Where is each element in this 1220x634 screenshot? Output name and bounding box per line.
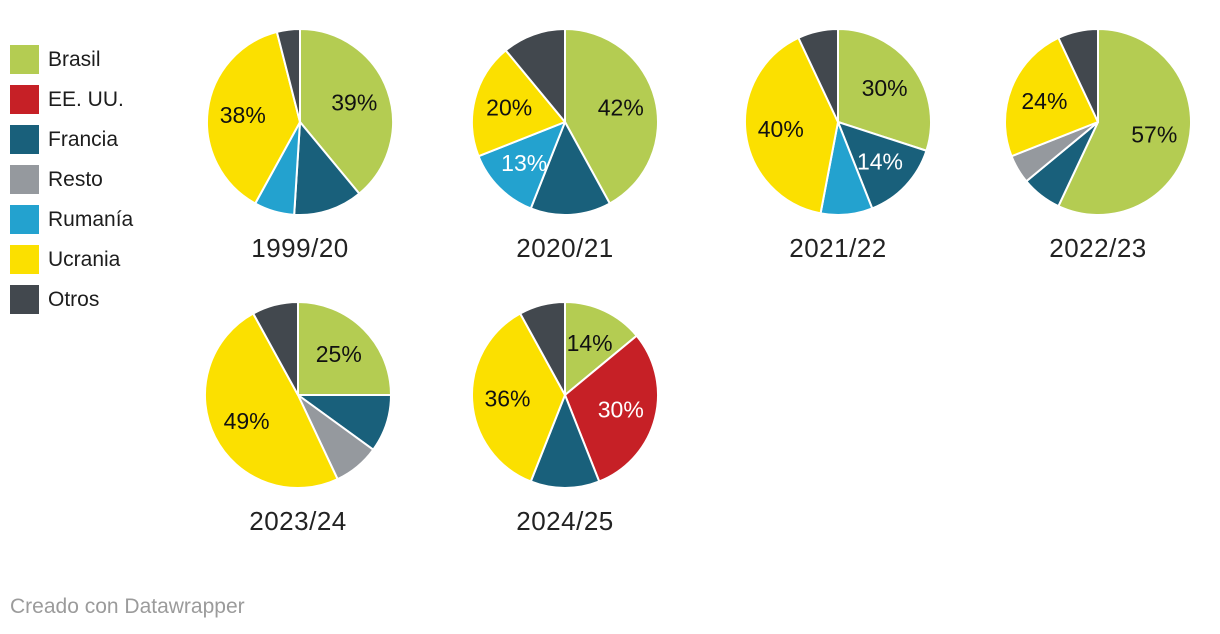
pie-title: 2020/21 bbox=[516, 233, 614, 263]
legend-item-eeuu: EE. UU. bbox=[10, 85, 133, 114]
legend-item-otros: Otros bbox=[10, 285, 133, 314]
pie-slice-ucrania bbox=[206, 30, 301, 205]
slice-value-label: 40% bbox=[758, 116, 804, 142]
pie-slice-francia bbox=[293, 121, 361, 216]
pie-slice-francia bbox=[529, 394, 601, 489]
pie-svg: 30% 14% 40% bbox=[744, 28, 932, 216]
slice-value-label: 42% bbox=[598, 95, 644, 121]
slice-value-label: 36% bbox=[484, 386, 530, 412]
legend-swatch-icon bbox=[10, 245, 39, 274]
legend-item-rumania: Rumanía bbox=[10, 205, 133, 234]
slice-value-label: 49% bbox=[224, 408, 270, 434]
pie-slice-brasil bbox=[299, 28, 394, 195]
slice-value-label: 30% bbox=[862, 75, 908, 101]
pie-slice-otros bbox=[797, 28, 839, 123]
pie-slice-otros bbox=[252, 301, 299, 396]
pie-title: 2023/24 bbox=[249, 506, 347, 536]
slice-value-label: 57% bbox=[1131, 122, 1177, 148]
pie-slice-otros bbox=[519, 301, 566, 396]
pie-chart-2021-22: 30% 14% 40% 2021/22 bbox=[738, 22, 938, 284]
pie-slice-francia bbox=[837, 121, 928, 210]
chart-legend: Brasil EE. UU. Francia Resto Rumanía Ucr… bbox=[10, 45, 133, 325]
pie-slice-ucrania bbox=[204, 312, 339, 490]
slice-value-label: 14% bbox=[567, 330, 613, 356]
slice-value-label: 24% bbox=[1021, 88, 1067, 114]
slice-value-label: 30% bbox=[598, 396, 644, 422]
slice-value-label: 14% bbox=[857, 149, 903, 175]
legend-label: Resto bbox=[48, 168, 103, 191]
pie-chart-2024-25: 14% 30% 36% 2024/25 bbox=[465, 295, 665, 557]
slice-value-label: 38% bbox=[220, 102, 266, 128]
pie-slice-ucrania bbox=[1004, 36, 1099, 158]
slice-value-label: 13% bbox=[501, 150, 547, 176]
pie-title: 2024/25 bbox=[516, 506, 614, 536]
pie-slice-ucrania bbox=[471, 312, 566, 483]
legend-item-francia: Francia bbox=[10, 125, 133, 154]
legend-item-ucrania: Ucrania bbox=[10, 245, 133, 274]
pie-slice-francia bbox=[529, 121, 611, 216]
legend-label: Rumanía bbox=[48, 208, 134, 231]
legend-swatch-icon bbox=[10, 205, 39, 234]
pie-slice-otros bbox=[504, 28, 566, 123]
pie-svg: 57% 24% bbox=[1004, 28, 1192, 216]
legend-label: Francia bbox=[48, 128, 119, 151]
pie-chart-1999-20: 39% 38% 1999/20 bbox=[200, 22, 400, 284]
pie-title: 2022/23 bbox=[1049, 233, 1147, 263]
pie-slice-otros bbox=[275, 28, 301, 123]
pie-slice-ucrania bbox=[744, 36, 839, 215]
legend-label: EE. UU. bbox=[48, 88, 124, 111]
legend-swatch-icon bbox=[10, 285, 39, 314]
pie-slice-ruman-a bbox=[477, 121, 566, 210]
legend-swatch-icon bbox=[10, 45, 39, 74]
legend-swatch-icon bbox=[10, 125, 39, 154]
pie-chart-2023-24: 25% 49% 2023/24 bbox=[198, 295, 398, 557]
slice-value-label: 25% bbox=[316, 341, 362, 367]
pie-slice-brasil bbox=[1057, 28, 1192, 216]
slice-value-label: 20% bbox=[486, 95, 532, 121]
legend-item-resto: Resto bbox=[10, 165, 133, 194]
legend-swatch-icon bbox=[10, 165, 39, 194]
pie-svg: 39% 38% bbox=[206, 28, 394, 216]
pie-chart-2022-23: 57% 24% 2022/23 bbox=[998, 22, 1198, 284]
pie-chart-2020-21: 42% 13% 20% 2020/21 bbox=[465, 22, 665, 284]
pie-slice-otros bbox=[1057, 28, 1099, 123]
slice-value-label: 39% bbox=[331, 90, 377, 116]
legend-item-brasil: Brasil bbox=[10, 45, 133, 74]
pie-svg: 14% 30% 36% bbox=[471, 301, 660, 489]
pie-slice-ee-uu bbox=[564, 334, 660, 483]
legend-swatch-icon bbox=[10, 85, 39, 114]
attribution-footer: Creado con Datawrapper bbox=[10, 595, 245, 619]
pie-svg: 42% 13% 20% bbox=[471, 28, 659, 216]
pie-slice-ucrania bbox=[471, 49, 566, 158]
pie-svg: 25% 49% bbox=[204, 301, 392, 490]
legend-label: Brasil bbox=[48, 48, 101, 71]
pie-slice-brasil bbox=[564, 301, 638, 396]
pie-title: 1999/20 bbox=[251, 233, 349, 263]
pie-slice-brasil bbox=[564, 28, 659, 205]
legend-label: Otros bbox=[48, 288, 100, 311]
pie-slice-brasil bbox=[297, 301, 392, 396]
pie-slice-brasil bbox=[837, 28, 932, 152]
datawrapper-credit-link[interactable]: Creado con Datawrapper bbox=[10, 595, 245, 618]
pie-title: 2021/22 bbox=[789, 233, 887, 263]
legend-label: Ucrania bbox=[48, 248, 121, 271]
